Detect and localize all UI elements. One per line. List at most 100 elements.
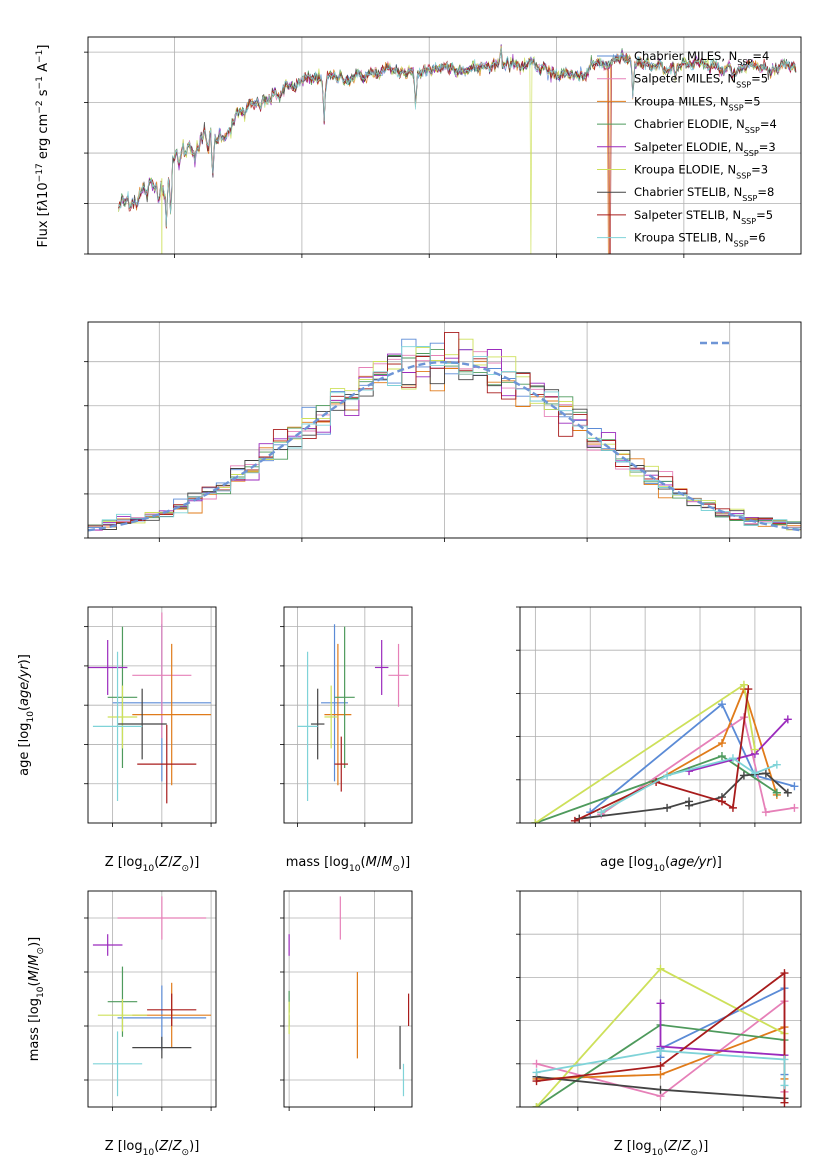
- weight-marker-salpeter-stelib: [570, 816, 579, 823]
- legend-label-salpeter-elodie: Salpeter ELODIE, NSSP=3: [634, 140, 776, 158]
- errorbar-salpeter-elodie: [92, 934, 123, 956]
- weight-marker-chabrier-stelib: [685, 801, 694, 810]
- y-axis-label-part: age [log: [17, 723, 32, 776]
- y-axis-label-part: 10: [26, 711, 36, 723]
- weight-marker-chabrier-elodie: [772, 788, 781, 797]
- errorbar-kroupa-stelib: [92, 651, 143, 802]
- x-axis-label-part: Z: [158, 1139, 169, 1154]
- x-axis-label-part: /: [377, 855, 382, 870]
- weight-marker-salpeter-miles: [761, 808, 770, 817]
- y-axis-label-part: λ: [36, 199, 51, 208]
- x-axis-label: age [log10(age/yr)]: [600, 855, 722, 874]
- panel-spectrum: Flux [fλ10−17 erg cm−2 s−1 A−1]Chabrier …: [35, 36, 802, 258]
- y-axis-label: Flux [fλ10−17 erg cm−2 s−1 A−1]: [35, 45, 51, 248]
- x-axis-label-part: )]: [712, 855, 722, 870]
- errorbar-salpeter-stelib: [137, 724, 197, 804]
- weight-marker-chabrier-miles: [717, 700, 726, 709]
- errorbar-salpeter-miles: [117, 896, 207, 940]
- gridlines: [88, 37, 801, 254]
- legend-label-kroupa-miles-part: Kroupa MILES, N: [634, 94, 729, 108]
- x-axis-label-part: Z: [172, 855, 183, 870]
- legend-label-kroupa-elodie-part: =3: [751, 163, 768, 177]
- plot-area: [520, 891, 801, 1107]
- legend-label-kroupa-miles-part: SSP: [729, 103, 744, 112]
- legend-label-kroupa-stelib-part: SSP: [734, 239, 749, 248]
- y-axis-label-part: s: [36, 89, 51, 100]
- legend-label-chabrier-elodie: Chabrier ELODIE, NSSP=4: [634, 117, 777, 135]
- plot-area: [284, 607, 412, 823]
- legend-label-kroupa-stelib-part: =6: [749, 231, 766, 245]
- panel-mass-vs-ebv: [280, 890, 413, 1111]
- y-axis-label-part: (: [17, 706, 32, 711]
- legend-label-chabrier-elodie-part: SSP: [745, 126, 760, 135]
- x-axis-label-part: 10: [652, 1148, 664, 1158]
- y-axis-label-part: mass [log: [27, 998, 42, 1061]
- errorbar-salpeter-elodie: [374, 639, 389, 695]
- legend-label-salpeter-stelib: Salpeter STELIB, NSSP=5: [634, 208, 773, 226]
- legend-label-salpeter-stelib-part: =5: [756, 208, 773, 222]
- y-axis-label-part: )]: [17, 654, 32, 664]
- x-axis-label-part: 10: [143, 864, 155, 874]
- legend-label-chabrier-miles-part: SSP: [737, 58, 752, 67]
- legend-label-salpeter-miles-part: =5: [751, 72, 768, 86]
- y-axis-label-part: /: [27, 965, 42, 970]
- x-axis-label-part: (: [665, 855, 670, 870]
- legend-label-chabrier-stelib-part: =8: [757, 185, 774, 199]
- legend-label-kroupa-elodie: Kroupa ELODIE, NSSP=3: [634, 163, 768, 181]
- y-axis-label-part: −1: [35, 50, 45, 63]
- x-axis-label-part: /: [168, 1139, 173, 1154]
- axes-frame: [87, 36, 802, 255]
- weight-marker-kroupa-stelib: [532, 1068, 541, 1077]
- errorbar-salpeter-miles: [388, 643, 409, 707]
- x-axis-label-part: 10: [349, 864, 361, 874]
- weight-marker-chabrier-stelib: [663, 803, 672, 812]
- x-axis-label-part: (: [154, 855, 159, 870]
- weight-marker-chabrier-stelib: [739, 771, 748, 780]
- legend-label-salpeter-stelib-part: Salpeter STELIB, N: [634, 208, 741, 222]
- y-axis-label-part: −2: [35, 100, 45, 113]
- weight-marker-salpeter-stelib: [717, 797, 726, 806]
- plot-area: [88, 37, 801, 254]
- weight-marker-chabrier-stelib: [656, 1085, 665, 1094]
- ticks: [84, 51, 685, 258]
- x-axis-label-part: ⊙: [182, 1148, 190, 1158]
- x-axis-label: Z [log10(Z/Z⊙)]: [614, 1139, 709, 1158]
- errorbar-kroupa-miles: [324, 643, 352, 786]
- panel-age-vs-mass: mass [log10(M/M⊙)]: [280, 606, 413, 874]
- legend-label-salpeter-elodie-part: Salpeter ELODIE, N: [634, 140, 744, 154]
- x-axis-label-part: ⊙: [182, 864, 190, 874]
- x-axis-label-part: Z [log: [105, 855, 143, 870]
- weight-marker-chabrier-miles: [790, 782, 799, 791]
- y-axis-label-part: erg cm: [36, 114, 51, 163]
- legend-label-chabrier-miles: Chabrier MILES, NSSP=4: [634, 49, 769, 67]
- panel-mass-vs-Z: Z [log10(Z/Z⊙)]mass [log10(M/M⊙)]: [27, 890, 217, 1158]
- gridlines: [284, 607, 412, 823]
- panel-residual-histogram: [84, 321, 802, 542]
- y-axis-label-part: 10: [36, 182, 51, 199]
- weight-marker-salpeter-stelib: [780, 969, 789, 978]
- weight-marker-kroupa-miles: [656, 1070, 665, 1079]
- legend-label-kroupa-miles-part: =5: [744, 94, 761, 108]
- ticks: [84, 361, 731, 542]
- legend-label-chabrier-elodie-part: Chabrier ELODIE, N: [634, 117, 745, 131]
- weight-marker-kroupa-stelib: [663, 771, 672, 780]
- x-axis-label-part: )]: [698, 1139, 708, 1154]
- ticks: [516, 606, 756, 827]
- weight-marker-kroupa-elodie: [750, 745, 759, 754]
- weight-marker-kroupa-stelib: [750, 769, 759, 778]
- ticks: [280, 917, 375, 1111]
- x-axis-label-part: /: [168, 855, 173, 870]
- x-axis-label-part: Z: [172, 1139, 183, 1154]
- x-axis-label-part: 10: [143, 1148, 155, 1158]
- legend-label-kroupa-elodie-part: Kroupa ELODIE, N: [634, 163, 736, 177]
- weight-marker-kroupa-stelib: [780, 1081, 789, 1090]
- weight-line-salpeter-stelib: [536, 971, 786, 1103]
- panel-age-vs-Z: Z [log10(Z/Z⊙)]age [log10(age/yr)]: [17, 606, 217, 874]
- x-axis-label-part: age [log: [600, 855, 653, 870]
- weight-marker-salpeter-elodie: [783, 715, 792, 724]
- x-axis-label-part: ⊙: [691, 1148, 699, 1158]
- errorbar-chabrier-miles: [321, 624, 348, 782]
